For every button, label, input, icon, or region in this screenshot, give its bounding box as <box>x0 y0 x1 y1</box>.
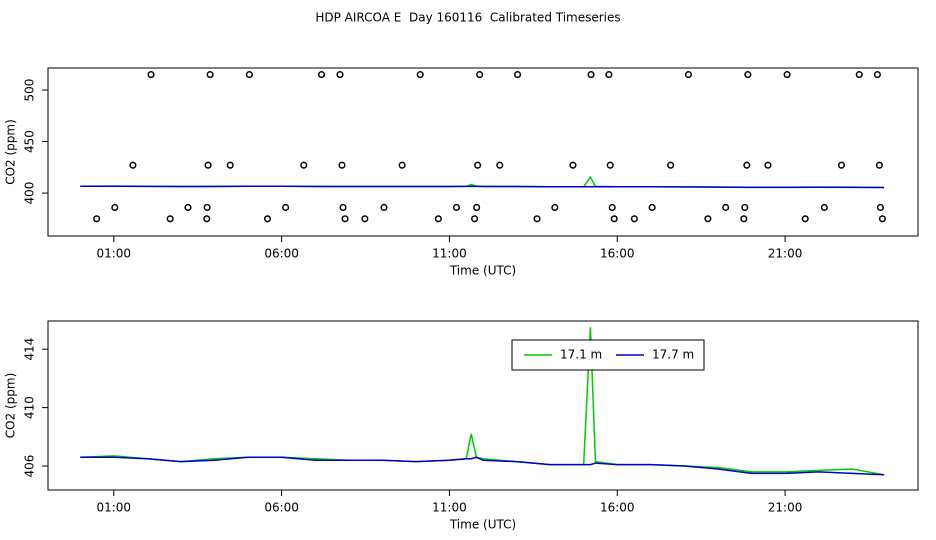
x-tick-label: 21:00 <box>768 501 803 515</box>
calibration-point <box>471 215 479 223</box>
calibration-point <box>147 71 155 79</box>
series-line <box>80 185 885 189</box>
calibration-point <box>608 203 616 212</box>
x-tick-label: 16:00 <box>600 247 635 261</box>
calibration-point <box>245 71 253 79</box>
calibration-point <box>203 203 211 212</box>
calibration-point <box>129 161 137 169</box>
x-tick-label: 11:00 <box>432 501 467 515</box>
calibration-point <box>764 161 772 169</box>
y-tick-label: 400 <box>23 182 37 205</box>
calibration-point <box>648 203 656 212</box>
x-axis-label: Time (UTC) <box>449 264 516 278</box>
y-tick-label: 406 <box>23 455 37 478</box>
y-tick-label: 410 <box>23 396 37 419</box>
calibration-point <box>318 71 326 79</box>
calibration-point <box>361 215 369 223</box>
y-tick-label: 500 <box>23 79 37 102</box>
chart-title: HDP AIRCOA E Day 160116 Calibrated Times… <box>315 11 620 25</box>
calibration-point <box>684 71 692 79</box>
x-tick-label: 16:00 <box>600 501 635 515</box>
calibration-point <box>533 215 541 223</box>
x-tick-label: 01:00 <box>96 501 131 515</box>
calibration-point <box>783 71 791 79</box>
x-tick-label: 06:00 <box>264 247 299 261</box>
y-axis-label: CO2 (ppm) <box>4 119 18 185</box>
plot-frame <box>47 67 919 237</box>
x-tick-label: 21:00 <box>768 247 803 261</box>
x-tick-label: 06:00 <box>264 501 299 515</box>
calibration-point <box>336 71 344 79</box>
calibration-point <box>474 161 482 169</box>
calibration-point <box>206 71 214 79</box>
calibration-point <box>184 203 192 212</box>
y-tick-label: 450 <box>23 130 37 153</box>
calibration-point <box>743 161 751 169</box>
calibration-point <box>476 71 484 79</box>
calibration-point <box>820 203 828 212</box>
y-axis-label: CO2 (ppm) <box>4 373 18 439</box>
calibration-point <box>282 203 290 212</box>
calibration-point <box>226 161 234 169</box>
legend-label: 17.1 m <box>560 348 602 362</box>
calibration-point <box>496 161 504 169</box>
calibration-point <box>876 203 884 212</box>
calibration-point <box>740 215 748 223</box>
calibration-point <box>704 215 712 223</box>
calibration-point <box>878 215 886 223</box>
calibration-point <box>741 203 749 212</box>
calibration-point <box>610 215 618 223</box>
x-tick-label: 01:00 <box>96 247 131 261</box>
calibration-point <box>587 71 595 79</box>
calibration-point <box>416 71 424 79</box>
y-tick-label: 414 <box>23 338 37 361</box>
x-axis-label: Time (UTC) <box>449 518 516 532</box>
calibration-point <box>473 203 481 212</box>
calibration-point <box>204 161 212 169</box>
calibration-point <box>605 71 613 79</box>
series-line <box>80 456 885 476</box>
calibration-point <box>339 203 347 212</box>
calibration-point <box>166 215 174 223</box>
legend-box <box>511 339 705 371</box>
calibration-point <box>514 71 522 79</box>
calibration-point <box>875 161 883 169</box>
calibration-point <box>93 215 101 223</box>
calibration-point <box>452 203 461 212</box>
legend-label: 17.7 m <box>652 348 694 362</box>
calibration-point <box>203 215 211 223</box>
calibration-point <box>855 71 863 79</box>
calibration-point <box>111 203 119 212</box>
calibration-point <box>300 161 308 169</box>
calibration-point <box>873 71 881 79</box>
calibration-point <box>551 203 559 212</box>
calibration-point <box>744 71 752 79</box>
calibration-point <box>398 161 406 169</box>
plot-frame <box>47 320 919 491</box>
calibration-point <box>380 203 388 212</box>
calibration-point <box>630 215 638 223</box>
calibration-point <box>667 161 675 169</box>
x-tick-label: 11:00 <box>432 247 467 261</box>
calibration-point <box>338 161 346 169</box>
calibration-point <box>837 161 846 169</box>
calibration-point <box>606 161 614 169</box>
series-line <box>80 327 885 476</box>
calibration-point <box>569 161 577 169</box>
calibration-point <box>263 215 272 223</box>
calibration-point <box>722 203 730 212</box>
calibration-point <box>434 215 442 223</box>
calibration-point <box>341 215 349 223</box>
calibration-point <box>801 215 809 223</box>
